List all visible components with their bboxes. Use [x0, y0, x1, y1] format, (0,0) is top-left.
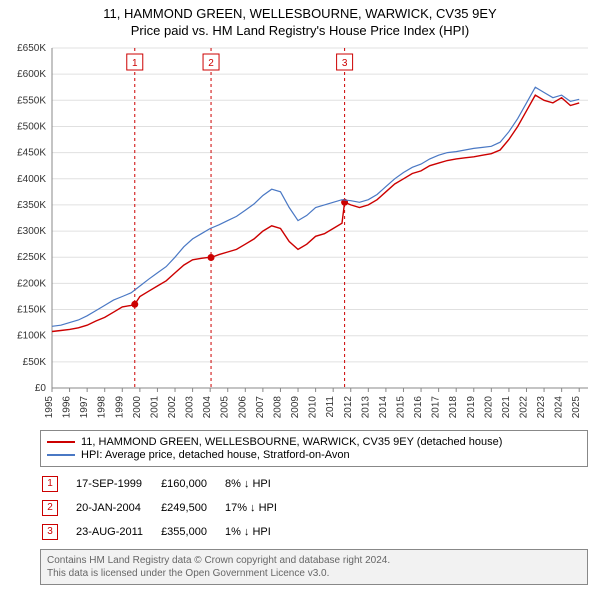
legend-item: 11, HAMMOND GREEN, WELLESBOURNE, WARWICK…: [47, 436, 581, 448]
legend-swatch: [47, 454, 75, 456]
y-tick-label: £300K: [17, 226, 46, 237]
marker-badge: 1: [42, 476, 58, 492]
attribution: Contains HM Land Registry data © Crown c…: [40, 549, 588, 585]
y-tick-label: £350K: [17, 200, 46, 211]
y-tick-label: £450K: [17, 148, 46, 159]
y-tick-label: £550K: [17, 95, 46, 106]
marker-date: 20-JAN-2004: [76, 497, 159, 519]
x-tick-label: 2009: [290, 396, 301, 419]
legend-label: HPI: Average price, detached house, Stra…: [81, 449, 350, 461]
y-tick-label: £500K: [17, 121, 46, 132]
y-tick-label: £650K: [17, 43, 46, 54]
marker-diff: 1% ↓ HPI: [225, 521, 293, 543]
legend-swatch: [47, 441, 75, 443]
marker-diff: 17% ↓ HPI: [225, 497, 293, 519]
y-tick-label: £600K: [17, 69, 46, 80]
x-tick-label: 1996: [62, 396, 73, 419]
marker-diff: 8% ↓ HPI: [225, 473, 293, 495]
y-tick-label: £50K: [23, 357, 47, 368]
x-tick-label: 1998: [97, 396, 108, 419]
legend: 11, HAMMOND GREEN, WELLESBOURNE, WARWICK…: [40, 430, 588, 467]
marker-badge-num: 1: [132, 58, 138, 69]
y-tick-label: £100K: [17, 331, 46, 342]
marker-badge-num: 2: [208, 58, 214, 69]
marker-price: £249,500: [161, 497, 223, 519]
y-tick-label: £400K: [17, 174, 46, 185]
chart-container: 11, HAMMOND GREEN, WELLESBOURNE, WARWICK…: [0, 6, 600, 585]
x-tick-label: 2006: [237, 396, 248, 419]
marker-badge: 2: [42, 500, 58, 516]
x-tick-label: 2021: [501, 396, 512, 419]
marker-date: 17-SEP-1999: [76, 473, 159, 495]
chart-svg: £0£50K£100K£150K£200K£250K£300K£350K£400…: [40, 44, 600, 424]
x-tick-label: 2018: [448, 396, 459, 419]
chart-title: 11, HAMMOND GREEN, WELLESBOURNE, WARWICK…: [0, 6, 600, 21]
x-tick-label: 2001: [149, 396, 160, 419]
x-tick-label: 1995: [44, 396, 55, 419]
x-tick-label: 2000: [132, 396, 143, 419]
x-tick-label: 2025: [571, 396, 582, 419]
y-tick-label: £0: [35, 383, 47, 394]
y-tick-label: £150K: [17, 305, 46, 316]
x-tick-label: 2011: [325, 396, 336, 418]
x-tick-label: 2002: [167, 396, 178, 419]
x-tick-label: 2010: [308, 396, 319, 419]
x-tick-label: 2008: [272, 396, 283, 419]
y-tick-label: £250K: [17, 252, 46, 263]
series-line-red: [52, 95, 579, 331]
marker-price: £355,000: [161, 521, 223, 543]
marker-date: 23-AUG-2011: [76, 521, 159, 543]
legend-label: 11, HAMMOND GREEN, WELLESBOURNE, WARWICK…: [81, 436, 502, 448]
x-tick-label: 2012: [343, 396, 354, 419]
chart-subtitle: Price paid vs. HM Land Registry's House …: [0, 23, 600, 38]
attribution-line1: Contains HM Land Registry data © Crown c…: [47, 554, 581, 567]
x-tick-label: 2022: [518, 396, 529, 419]
x-tick-label: 1999: [114, 396, 125, 419]
x-tick-label: 2003: [185, 396, 196, 419]
x-tick-label: 2023: [536, 396, 547, 419]
x-tick-label: 2019: [466, 396, 477, 419]
x-tick-label: 2007: [255, 396, 266, 419]
x-tick-label: 2016: [413, 396, 424, 419]
x-tick-label: 2017: [431, 396, 442, 419]
marker-badge: 3: [42, 524, 58, 540]
x-tick-label: 2024: [554, 396, 565, 419]
marker-row: 3 23-AUG-2011£355,0001% ↓ HPI: [42, 521, 293, 543]
chart-plot: £0£50K£100K£150K£200K£250K£300K£350K£400…: [40, 44, 600, 424]
legend-item: HPI: Average price, detached house, Stra…: [47, 449, 581, 461]
x-tick-label: 2015: [395, 396, 406, 419]
series-line-blue: [52, 87, 579, 326]
x-tick-label: 1997: [79, 396, 90, 419]
marker-price: £160,000: [161, 473, 223, 495]
x-tick-label: 2020: [483, 396, 494, 419]
markers-table: 1 17-SEP-1999£160,0008% ↓ HPI 2 20-JAN-2004…: [40, 471, 295, 545]
y-tick-label: £200K: [17, 278, 46, 289]
x-tick-label: 2014: [378, 396, 389, 419]
marker-badge-num: 3: [342, 58, 348, 69]
marker-row: 1 17-SEP-1999£160,0008% ↓ HPI: [42, 473, 293, 495]
attribution-line2: This data is licensed under the Open Gov…: [47, 567, 581, 580]
x-tick-label: 2013: [360, 396, 371, 419]
marker-row: 2 20-JAN-2004£249,50017% ↓ HPI: [42, 497, 293, 519]
x-tick-label: 2005: [220, 396, 231, 419]
x-tick-label: 2004: [202, 396, 213, 419]
